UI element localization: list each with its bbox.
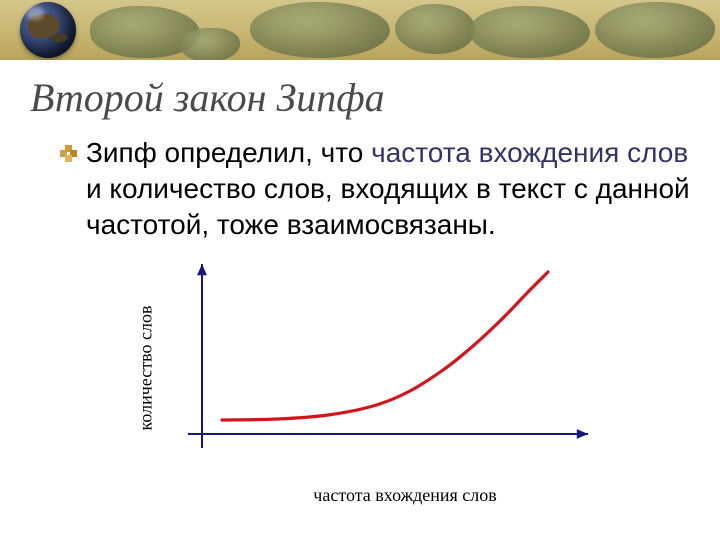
bullet-text: Зипф определил, что частота вхождения сл… xyxy=(86,135,690,242)
text-plain-1: Зипф определил, что xyxy=(86,137,371,168)
slide-title: Второй закон Зипфа xyxy=(30,74,690,121)
globe-icon xyxy=(20,2,76,58)
zipf-chart: количество слов частота вхождения слов xyxy=(168,258,598,478)
bullet-item: Зипф определил, что частота вхождения сл… xyxy=(30,135,690,242)
text-plain-2: и количество слов, входящих в текст с да… xyxy=(86,173,690,240)
text-highlight: частота вхождения слов xyxy=(371,137,688,168)
chart-xlabel: частота вхождения слов xyxy=(313,485,496,506)
diamond-bullet-icon xyxy=(60,145,78,163)
chart-ylabel: количество слов xyxy=(136,306,157,431)
slide-content: Второй закон Зипфа Зипф определил, что ч… xyxy=(0,60,720,478)
banner-world-map xyxy=(0,0,720,60)
chart-svg xyxy=(168,258,598,458)
